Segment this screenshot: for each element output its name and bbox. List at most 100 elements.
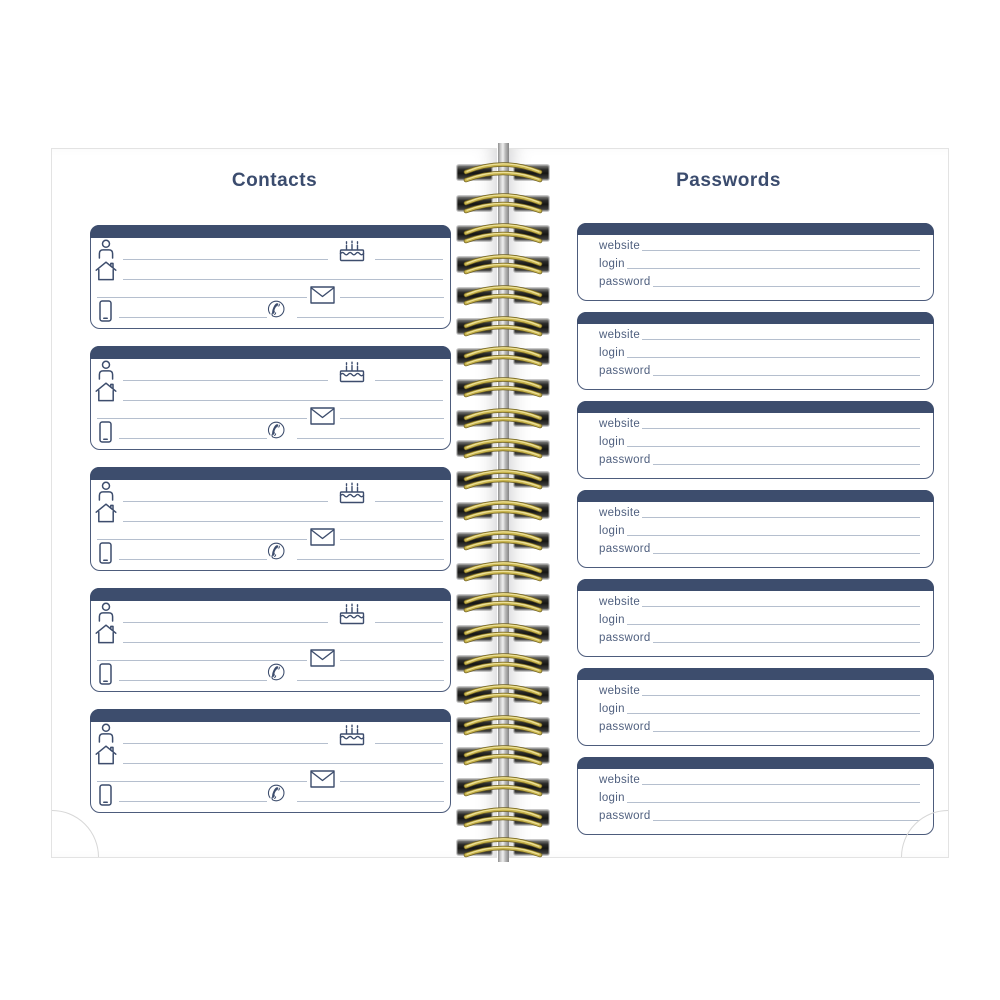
home-icon — [95, 382, 117, 402]
person-icon — [98, 481, 114, 501]
page-title: Passwords — [676, 170, 781, 191]
password-card: website login password — [577, 401, 934, 479]
binding-coil — [455, 675, 551, 708]
website-label: website — [599, 417, 641, 430]
wire-loop — [463, 499, 543, 520]
email-writing-line — [340, 781, 444, 782]
password-label: password — [599, 809, 651, 822]
home-icon — [95, 261, 117, 281]
wire-loop — [463, 285, 543, 306]
email-writing-line — [340, 297, 444, 298]
login-row: login — [599, 258, 920, 270]
binding-coil — [455, 307, 551, 340]
website-writing-line — [642, 517, 920, 518]
person-icon — [98, 602, 114, 622]
card-header-bar — [577, 401, 934, 413]
birthday-cake-icon — [339, 361, 365, 383]
wire-loop — [463, 192, 543, 213]
contact-card: ✆ — [90, 467, 451, 571]
card-header-bar — [577, 312, 934, 324]
binding-coil — [455, 798, 551, 831]
contact-card: ✆ — [90, 709, 451, 813]
person-icon — [98, 360, 114, 380]
name-writing-line — [123, 743, 328, 744]
website-row: website — [599, 418, 920, 430]
binding-coil — [455, 736, 551, 769]
login-label: login — [599, 702, 625, 715]
wire-loop — [463, 592, 543, 613]
website-row: website — [599, 774, 920, 786]
wire-loop — [463, 806, 543, 827]
binding-coil — [455, 706, 551, 739]
name-writing-line — [123, 259, 328, 260]
envelope-icon — [310, 649, 335, 667]
password-label: password — [599, 453, 651, 466]
wire-loop — [463, 223, 543, 244]
email-writing-line — [97, 539, 307, 540]
wire-loop — [463, 438, 543, 459]
password-label: password — [599, 631, 651, 644]
login-writing-line — [626, 535, 920, 536]
password-label: password — [599, 275, 651, 288]
phone-writing-line — [297, 559, 444, 560]
login-row: login — [599, 792, 920, 804]
binding-coil — [455, 276, 551, 309]
password-row: password — [599, 543, 920, 555]
login-label: login — [599, 791, 625, 804]
mobile-phone-icon — [99, 300, 112, 322]
password-row: password — [599, 365, 920, 377]
envelope-icon — [310, 770, 335, 788]
page-curl-corner — [52, 810, 99, 857]
password-label: password — [599, 542, 651, 555]
password-label: password — [599, 364, 651, 377]
name-writing-line — [123, 622, 328, 623]
website-writing-line — [642, 428, 920, 429]
binding-coil — [455, 491, 551, 524]
login-writing-line — [626, 802, 920, 803]
wire-loop — [463, 622, 543, 643]
binding-coil — [455, 644, 551, 677]
wire-loop — [463, 315, 543, 336]
phone-writing-line — [297, 801, 444, 802]
email-writing-line — [97, 781, 307, 782]
phone-writing-line — [297, 438, 444, 439]
password-row: password — [599, 632, 920, 644]
login-row: login — [599, 525, 920, 537]
password-label: password — [599, 720, 651, 733]
wire-loop — [463, 162, 543, 183]
login-label: login — [599, 524, 625, 537]
wire-loop — [463, 776, 543, 797]
wire-loop — [463, 561, 543, 582]
binding-coil — [455, 614, 551, 647]
birthday-cake-icon — [339, 603, 365, 625]
birthday-cake-icon — [339, 724, 365, 746]
wire-loop — [463, 254, 543, 275]
website-row: website — [599, 596, 920, 608]
mobile-phone-icon — [99, 421, 112, 443]
wire-loop — [463, 469, 543, 490]
email-writing-line — [97, 297, 307, 298]
binding-coil — [455, 767, 551, 800]
birthday-writing-line — [375, 380, 443, 381]
wire-loop — [463, 714, 543, 735]
mobile-writing-line — [119, 680, 267, 681]
binding-coil — [455, 153, 551, 186]
password-writing-line — [652, 375, 920, 376]
password-writing-line — [652, 820, 920, 821]
password-card-list: website login password website login pas… — [577, 223, 934, 835]
login-writing-line — [626, 713, 920, 714]
password-row: password — [599, 276, 920, 288]
telephone-icon: ✆ — [267, 660, 286, 685]
website-label: website — [599, 506, 641, 519]
mobile-phone-icon — [99, 542, 112, 564]
home-icon — [95, 745, 117, 765]
login-row: login — [599, 436, 920, 448]
binding-coil — [455, 583, 551, 616]
website-label: website — [599, 328, 641, 341]
website-label: website — [599, 595, 641, 608]
binding-coil — [455, 552, 551, 585]
passwords-page: Passwords website login password website… — [509, 148, 949, 858]
birthday-writing-line — [375, 259, 443, 260]
mobile-phone-icon — [99, 784, 112, 806]
binding-coil — [455, 337, 551, 370]
